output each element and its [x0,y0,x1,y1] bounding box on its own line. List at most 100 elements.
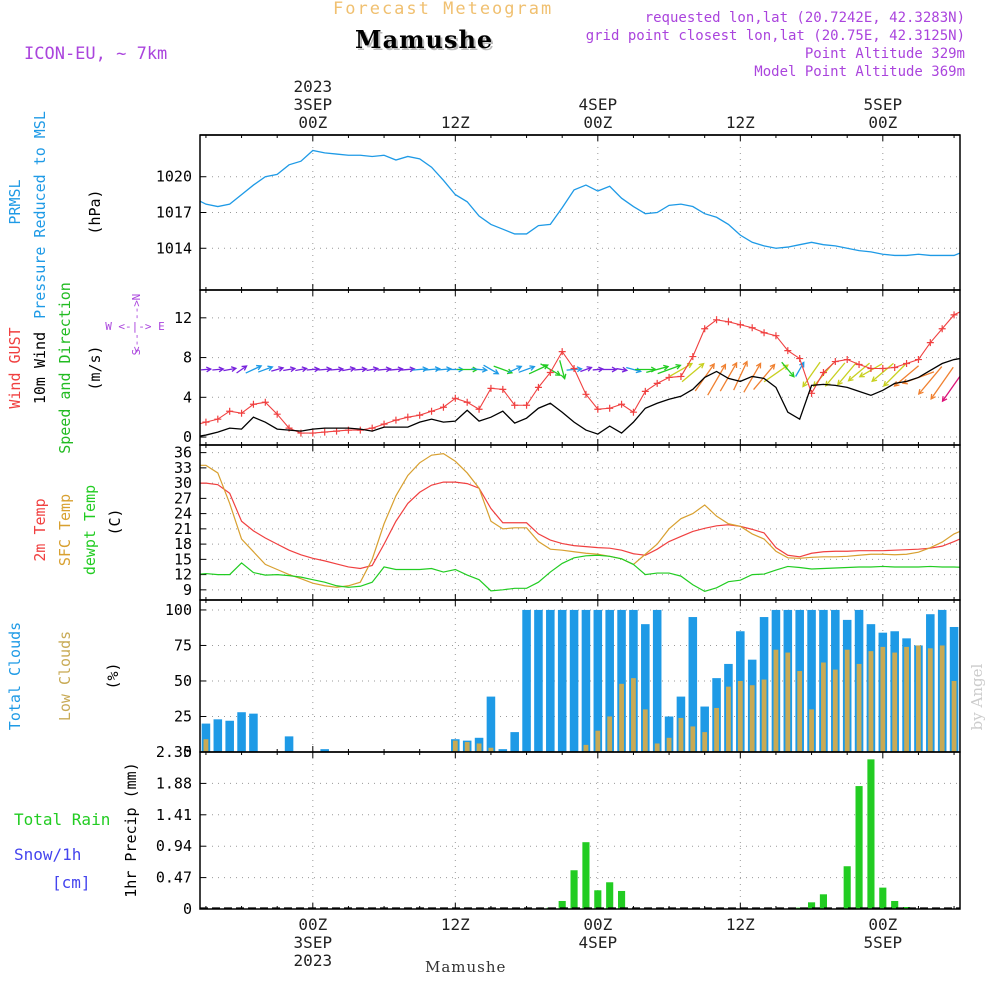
compass-arrow-up: --> [130,300,143,320]
gust-marker [689,353,697,361]
wind-arrow-head [709,362,715,370]
gust-marker [701,325,709,333]
rain-bar [582,842,590,909]
y-tick-label: 1020 [156,168,192,186]
wind-arrow-head [267,365,274,372]
wind-arrow-head [289,366,297,373]
wind-speed-line [200,357,960,437]
watermark-text: by Angel [968,663,986,730]
y-tick-label: 1.88 [156,774,192,792]
rain-bar [570,870,578,909]
wind-arrow-head [397,366,404,373]
pressure-label: PRMSL [6,179,24,224]
gust-marker [463,398,471,406]
wind-arrow-head [529,365,536,371]
gust-marker [914,356,922,364]
y-tick-label: 36 [174,444,192,462]
y-tick-label: 0.47 [156,869,192,887]
gust-marker [416,411,424,419]
rain-bar [618,890,626,909]
wind-arrow-head [516,365,523,371]
wind-arrow-head [506,368,514,375]
wind-arrow [212,368,224,371]
pressure-unit-label: (hPa) [86,189,104,234]
gust-marker [724,318,732,326]
total-cloud-bar [249,713,258,752]
rain-label: Total Rain [14,810,110,829]
t2m-label: 2m Temp [31,498,49,561]
grid-point-coords: grid point closest lon,lat (20.75E, 42.3… [585,28,965,44]
gust-marker [962,305,969,312]
low-cloud-bar [880,646,886,752]
gust-marker [309,429,317,437]
rain-bar [558,900,566,909]
gust-marker [511,401,519,409]
gust-marker [558,348,566,356]
top-time-label: 00Z [298,113,327,132]
y-tick-label: 21 [174,520,192,538]
gust-marker [926,339,934,347]
wind-arrow [236,365,247,374]
wind-group [200,305,981,437]
low-cloud-bar [619,683,624,752]
gust-marker [974,306,981,313]
gust-marker [273,410,281,418]
low-cloud-bar [476,743,482,752]
wind-arrow-head [560,373,567,380]
gust-marker [843,356,851,364]
total-cloud-bar [320,749,329,752]
low-cloud-bar [927,648,933,752]
wind-arrow [283,367,295,372]
location-title: Mamushe [355,25,494,54]
wind-arrow [559,360,566,379]
product-title: Forecast Meteogram [333,0,554,19]
snow-label: Snow/1h [14,845,81,864]
gust-marker [855,361,863,369]
low-cloud-bar [654,743,660,752]
y-tick-label: 9 [183,581,192,599]
wind-arrow-head [663,364,670,371]
y-tick-label: 4 [183,388,192,406]
y-tick-label: 18 [174,535,192,553]
total-cloud-bar [534,609,543,752]
low-cloud-bar [666,737,672,752]
precip-unit-label: 1hr Precip (mm) [122,762,140,897]
low-cloud-bar [987,660,992,752]
wind-arrow [646,365,669,374]
gust-marker [428,407,436,415]
total-cloud-bar [664,716,674,752]
low-cloud-bar [892,652,898,752]
gust-marker [665,373,673,381]
wind-arrow-head [586,366,593,372]
wind-arrow [719,362,738,392]
total-cloud-bar [605,609,614,752]
bottom-time-label: 00Z [868,915,897,934]
gust-marker [202,418,210,426]
gust-marker [677,372,685,380]
gust-marker [582,390,590,398]
wind-arrow-head [675,363,682,370]
bottom-time-label: 12Z [441,915,470,934]
gust-marker [451,394,459,402]
total-cloud-bar [225,720,234,752]
snow-unit-label: [cm] [52,873,91,892]
wind-arrow-head [493,369,500,375]
compass-west-east: W <-|-> E [105,320,165,333]
low-clouds-label: Low Clouds [56,631,74,721]
gust-marker [819,368,827,376]
total-cloud-bar [688,617,698,752]
total-cloud-bar [557,609,567,752]
wind-arrow-head [542,364,550,370]
total-cloud-bar [807,609,816,752]
wind-arrow [837,361,858,386]
gust-marker [570,364,578,372]
top-time-label: 00Z [583,113,612,132]
gust-marker [226,407,234,415]
wind-arrow-head [205,366,213,373]
y-tick-label: 27 [174,489,192,507]
compass-south: S [130,349,143,356]
total-cloud-bar [546,609,555,752]
gust-marker [629,408,637,416]
y-tick-label: 8 [183,349,192,367]
